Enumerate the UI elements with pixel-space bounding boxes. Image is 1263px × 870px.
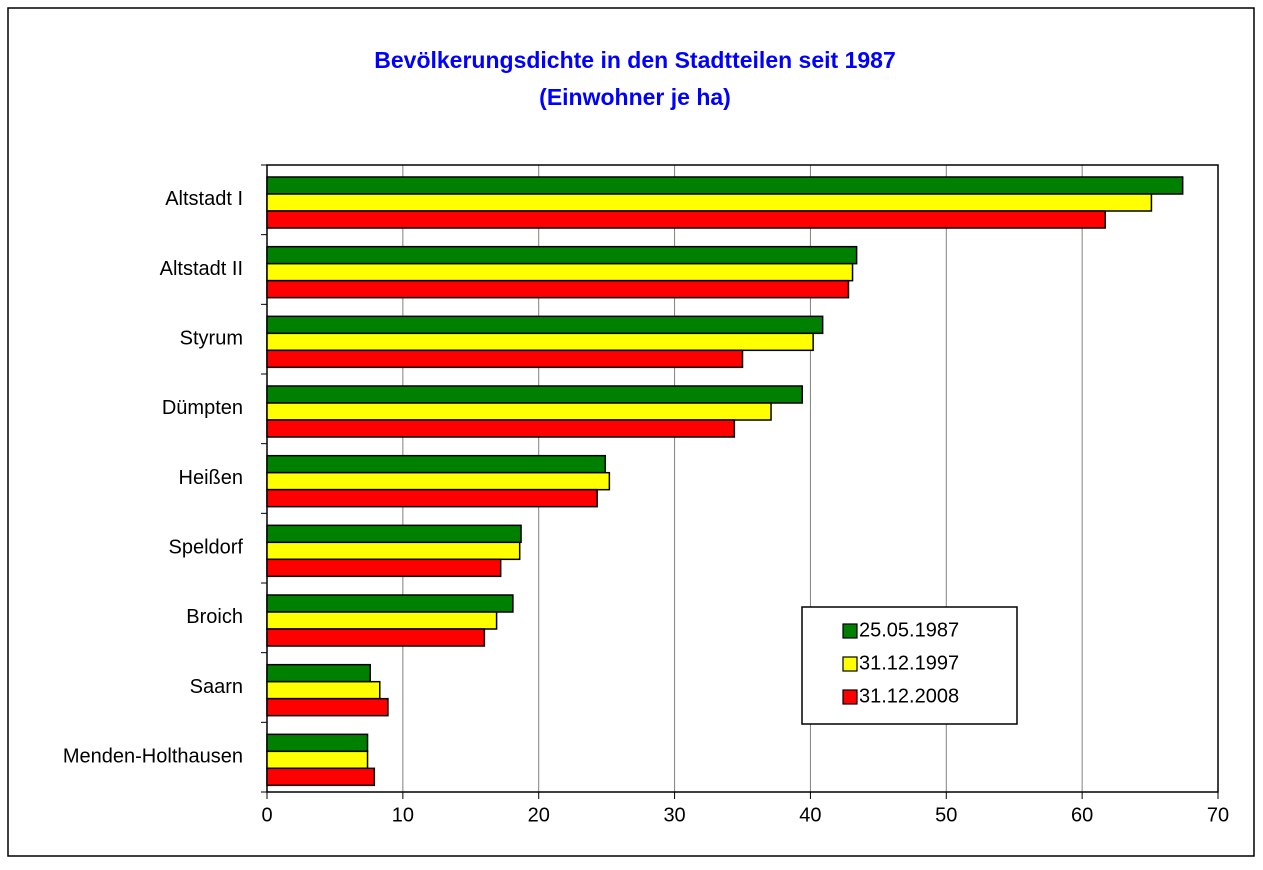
legend-label: 25.05.1987 [859,619,959,641]
bar [266,315,824,335]
bar [266,210,1106,229]
y-tick-label: Menden-Holthausen [63,745,243,767]
y-tick-label: Saarn [190,676,243,698]
chart-title: Bevölkerungsdichte in den Stadtteilen se… [374,47,896,73]
bar [266,402,772,421]
bar [266,611,498,630]
bar [266,176,1184,195]
bar [266,663,372,683]
legend-box [801,606,1018,725]
bar [266,454,607,474]
bar [266,628,486,647]
legend-label: 31.12.1997 [859,652,959,674]
x-tick-label: 30 [663,804,685,826]
bar [266,471,611,491]
bar [266,385,804,404]
legend-label: 31.12.2008 [859,685,959,707]
bar [266,558,502,578]
bar [266,767,376,787]
y-tick-label: Altstadt II [160,258,243,280]
bar [266,680,381,700]
y-tick-label: Styrum [180,327,243,349]
x-tick-label: 20 [528,804,550,826]
y-tick-label: Broich [186,606,243,628]
y-tick-label: Altstadt I [165,188,243,210]
x-tick-label: 50 [935,804,957,826]
bar [266,524,522,544]
y-tick-label: Speldorf [169,536,244,558]
legend-swatch [842,656,858,672]
x-tick-label: 0 [261,804,272,826]
bar [266,419,736,438]
bar [266,349,744,369]
bar [266,262,854,282]
legend-swatch [842,689,858,705]
x-tick-label: 10 [392,804,414,826]
legend-swatch [842,623,858,639]
bar [266,541,521,561]
bar [266,697,389,717]
bar [266,750,369,770]
x-tick-label: 70 [1207,804,1229,826]
bar [266,245,858,265]
bar [266,332,814,352]
x-tick-label: 40 [799,804,821,826]
bar [266,193,1153,212]
y-tick-label: Heißen [179,467,243,489]
bar [266,279,850,299]
chart-subtitle: (Einwohner je ha) [539,84,731,110]
y-tick-label: Dümpten [162,397,243,419]
bar [266,733,369,753]
bar [266,594,514,613]
bar [266,488,598,508]
x-tick-label: 60 [1071,804,1093,826]
